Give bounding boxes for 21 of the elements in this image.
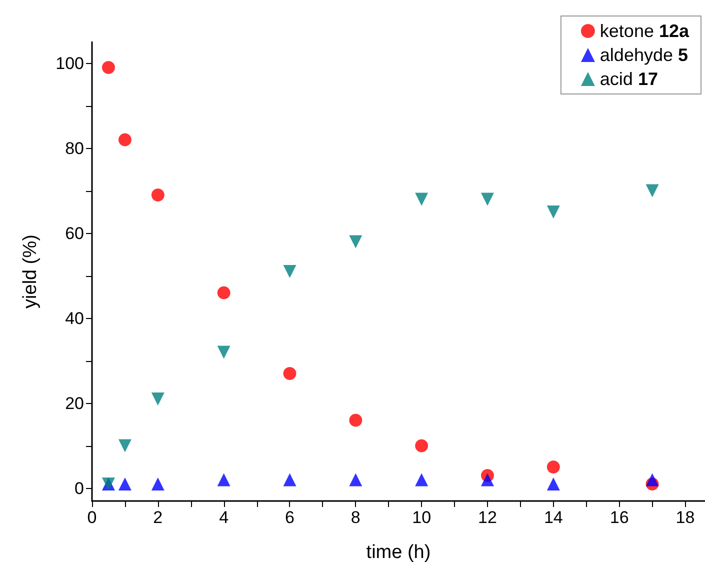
- x-tick-label: 10: [412, 508, 432, 527]
- y-tick-label: 100: [56, 54, 84, 73]
- x-axis-title: time (h): [366, 542, 431, 563]
- x-tick-label: 18: [676, 508, 695, 527]
- y-tick-label: 0: [74, 478, 84, 498]
- x-tick-label: 4: [219, 508, 229, 527]
- legend-label: acid 17: [600, 69, 658, 89]
- y-tick-label: 40: [65, 308, 84, 328]
- y-axis-title: yield (%): [20, 234, 41, 308]
- x-tick-label: 12: [478, 508, 497, 527]
- x-tick-label: 8: [350, 508, 360, 527]
- x-tick-label: 0: [87, 508, 97, 527]
- y-tick-label: 60: [65, 224, 84, 243]
- x-tick-label: 14: [544, 508, 563, 527]
- legend-label: ketone 12a: [600, 21, 690, 41]
- x-tick-label: 2: [153, 508, 163, 527]
- x-tick-label: 6: [285, 508, 294, 527]
- legend-label: aldehyde 5: [600, 45, 688, 65]
- y-tick-label: 80: [65, 138, 84, 158]
- x-tick-label: 16: [610, 508, 629, 527]
- y-tick-label: 20: [65, 394, 84, 413]
